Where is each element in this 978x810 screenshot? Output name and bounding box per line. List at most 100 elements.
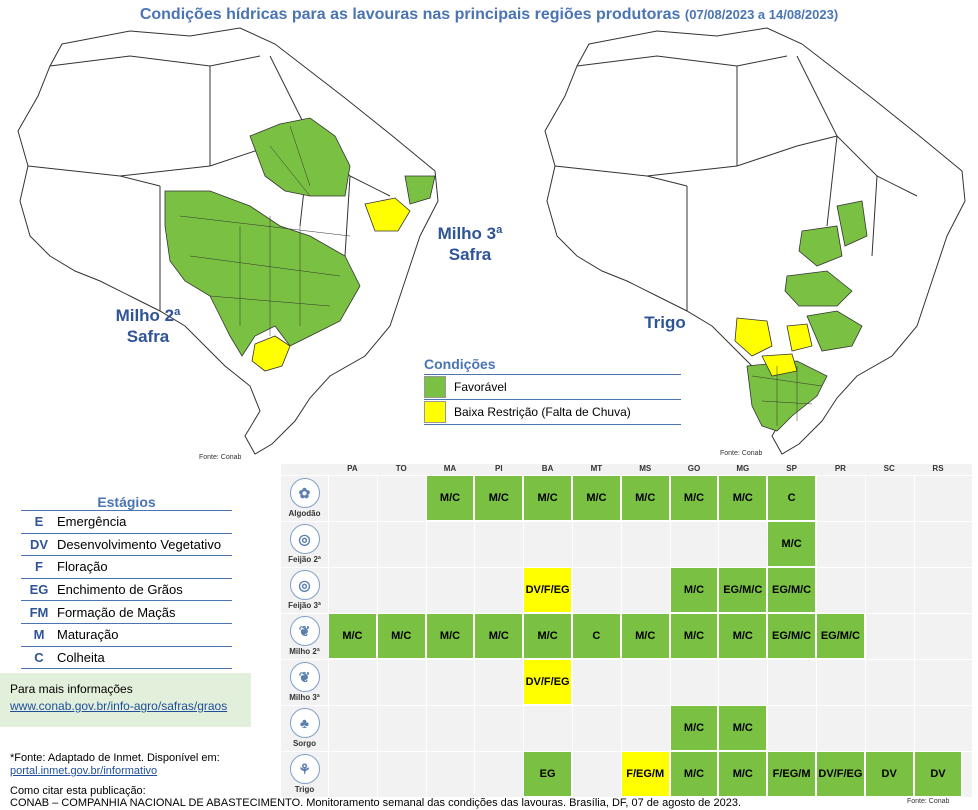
crop-label: ⚘ Trigo: [281, 751, 328, 797]
stage-cell: DV: [913, 751, 963, 797]
state-header-pr: PR: [834, 464, 846, 473]
state-header-to: TO: [395, 464, 407, 473]
stage-cell: M/C: [669, 705, 719, 751]
stage-cell: M/C: [523, 613, 572, 659]
crop-label: ❦ Milho 2ª: [281, 613, 328, 659]
crop-label: ◎ Feijão 2ª: [281, 521, 328, 567]
stage-row: F Floração: [21, 555, 232, 578]
cotton-icon: ✿: [289, 478, 320, 508]
map-source-left: Fonte: Conab: [199, 454, 242, 461]
stage-cell: M/C: [425, 475, 475, 521]
legend-swatch-yellow: [424, 401, 446, 423]
grid-line: [281, 567, 972, 568]
crop-name: Algodão: [288, 509, 321, 518]
state-header-pi: PI: [495, 464, 503, 473]
stage-cell: EG/M/C: [718, 567, 768, 613]
more-info-box: Para mais informações www.conab.gov.br/i…: [0, 673, 251, 727]
stage-cell: DV: [864, 751, 914, 797]
state-header-mt: MT: [590, 464, 603, 473]
crop-name: Feijão 3ª: [288, 601, 321, 610]
stage-cell: M/C: [669, 751, 719, 797]
stage-cell: M/C: [669, 613, 719, 659]
stage-cell: M/C: [620, 613, 670, 659]
crop-name: Sorgo: [292, 739, 317, 748]
stage-cell: EG/M/C: [767, 567, 816, 613]
stage-cell: M/C: [523, 475, 572, 521]
sorghum-icon: ♣: [289, 708, 320, 738]
crop-label: ✿ Algodão: [281, 475, 328, 521]
legend-item-baixa-restricao: Baixa Restrição (Falta de Chuva): [424, 399, 681, 425]
more-info-label: Para mais informações: [10, 682, 133, 696]
state-header-pa: PA: [347, 464, 358, 473]
state-header-ba: BA: [541, 464, 554, 473]
stage-cell: C: [767, 475, 816, 521]
state-header-sp: SP: [786, 464, 797, 473]
bean-icon: ◎: [289, 570, 320, 600]
crop-label: ♣ Sorgo: [281, 705, 328, 751]
grid-line: [281, 521, 972, 522]
crop-label: ◎ Feijão 3ª: [281, 567, 328, 613]
crop-stage-table: PA TO MA PI BA MT MS GO MG SP PR SC RS ✿ Algodão M/C M/C…: [281, 464, 972, 797]
stage-cell: M/C: [669, 567, 719, 613]
conditions-legend: Condições Favorável Baixa Restrição (Fal…: [424, 356, 681, 425]
stage-row: C Colheita: [21, 645, 232, 670]
citation: Como citar esta publicação: CONAB – COMP…: [10, 785, 742, 809]
table-source: Fonte: Conab: [907, 798, 950, 805]
more-info-link[interactable]: www.conab.gov.br/info-agro/safras/graos: [10, 699, 228, 713]
corn-icon: ❦: [289, 616, 320, 646]
stage-cell: M/C: [620, 475, 670, 521]
stage-row: EG Enchimento de Grãos: [21, 577, 232, 601]
map-label-milho-3: Milho 3ª Safra: [437, 224, 503, 264]
stage-cell: F/EG/M: [767, 751, 816, 797]
stage-cell: M/C: [669, 475, 719, 521]
stage-cell: DV/F/EG: [523, 659, 572, 705]
stage-cell: EG/M/C: [767, 613, 816, 659]
stage-cell: M/C: [718, 751, 768, 797]
crop-name: Feijão 2ª: [288, 555, 321, 564]
stage-cell: DV/F/EG: [523, 567, 572, 613]
stage-cell: EG/M/C: [816, 613, 865, 659]
stage-cell: M/C: [572, 475, 621, 521]
inmet-link[interactable]: portal.inmet.gov.br/informativo: [10, 765, 158, 777]
state-header-sc: SC: [883, 464, 895, 473]
state-header-mg: MG: [736, 464, 750, 473]
stage-cell: EG: [523, 751, 572, 797]
brazil-map-milho: [17, 27, 439, 455]
state-header-ms: MS: [639, 464, 652, 473]
state-header-ma: MA: [443, 464, 457, 473]
grid-line: [281, 705, 972, 706]
stage-cell: M/C: [328, 613, 377, 659]
stage-cell: M/C: [718, 705, 768, 751]
stages-legend: Estágios E Emergência DV Desenvolvimento V…: [21, 494, 232, 670]
crop-label: ❦ Milho 3ª: [281, 659, 328, 705]
page-title: Condições hídricas para as lavouras nas …: [139, 6, 839, 23]
map-label-trigo: Trigo: [644, 313, 686, 332]
grid-line: [864, 475, 866, 797]
stage-row: FM Formação de Maçãs: [21, 600, 232, 623]
stage-cell: M/C: [767, 521, 816, 567]
legend-item-favoravel: Favorável: [424, 374, 681, 399]
brazil-map-trigo: [544, 27, 966, 455]
stage-row: DV Desenvolvimento Vegetativo: [21, 532, 232, 556]
grid-line: [281, 659, 972, 660]
map-source-right: Fonte: Conab: [720, 450, 763, 457]
corn-icon: ❦: [289, 662, 320, 692]
stage-cell: DV/F/EG: [816, 751, 865, 797]
stage-cell: M/C: [425, 613, 475, 659]
state-header-go: GO: [687, 464, 701, 473]
stage-cell: M/C: [718, 475, 768, 521]
crop-name: Milho 3ª: [289, 693, 320, 702]
stage-row: E Emergência: [21, 510, 232, 533]
stage-cell: M/C: [474, 613, 524, 659]
stages-title: Estágios: [97, 494, 156, 510]
stage-cell: M/C: [474, 475, 524, 521]
stage-cell: F/EG/M: [620, 751, 670, 797]
state-header-rs: RS: [932, 464, 944, 473]
data-source-note: *Fonte: Adaptado de Inmet. Disponível em…: [10, 752, 220, 777]
crop-name: Trigo: [294, 785, 315, 794]
wheat-icon: ⚘: [289, 754, 320, 784]
stage-row: M Maturação: [21, 622, 232, 646]
bean-icon: ◎: [289, 524, 320, 554]
grid-line: [913, 475, 915, 797]
stage-cell: M/C: [376, 613, 426, 659]
